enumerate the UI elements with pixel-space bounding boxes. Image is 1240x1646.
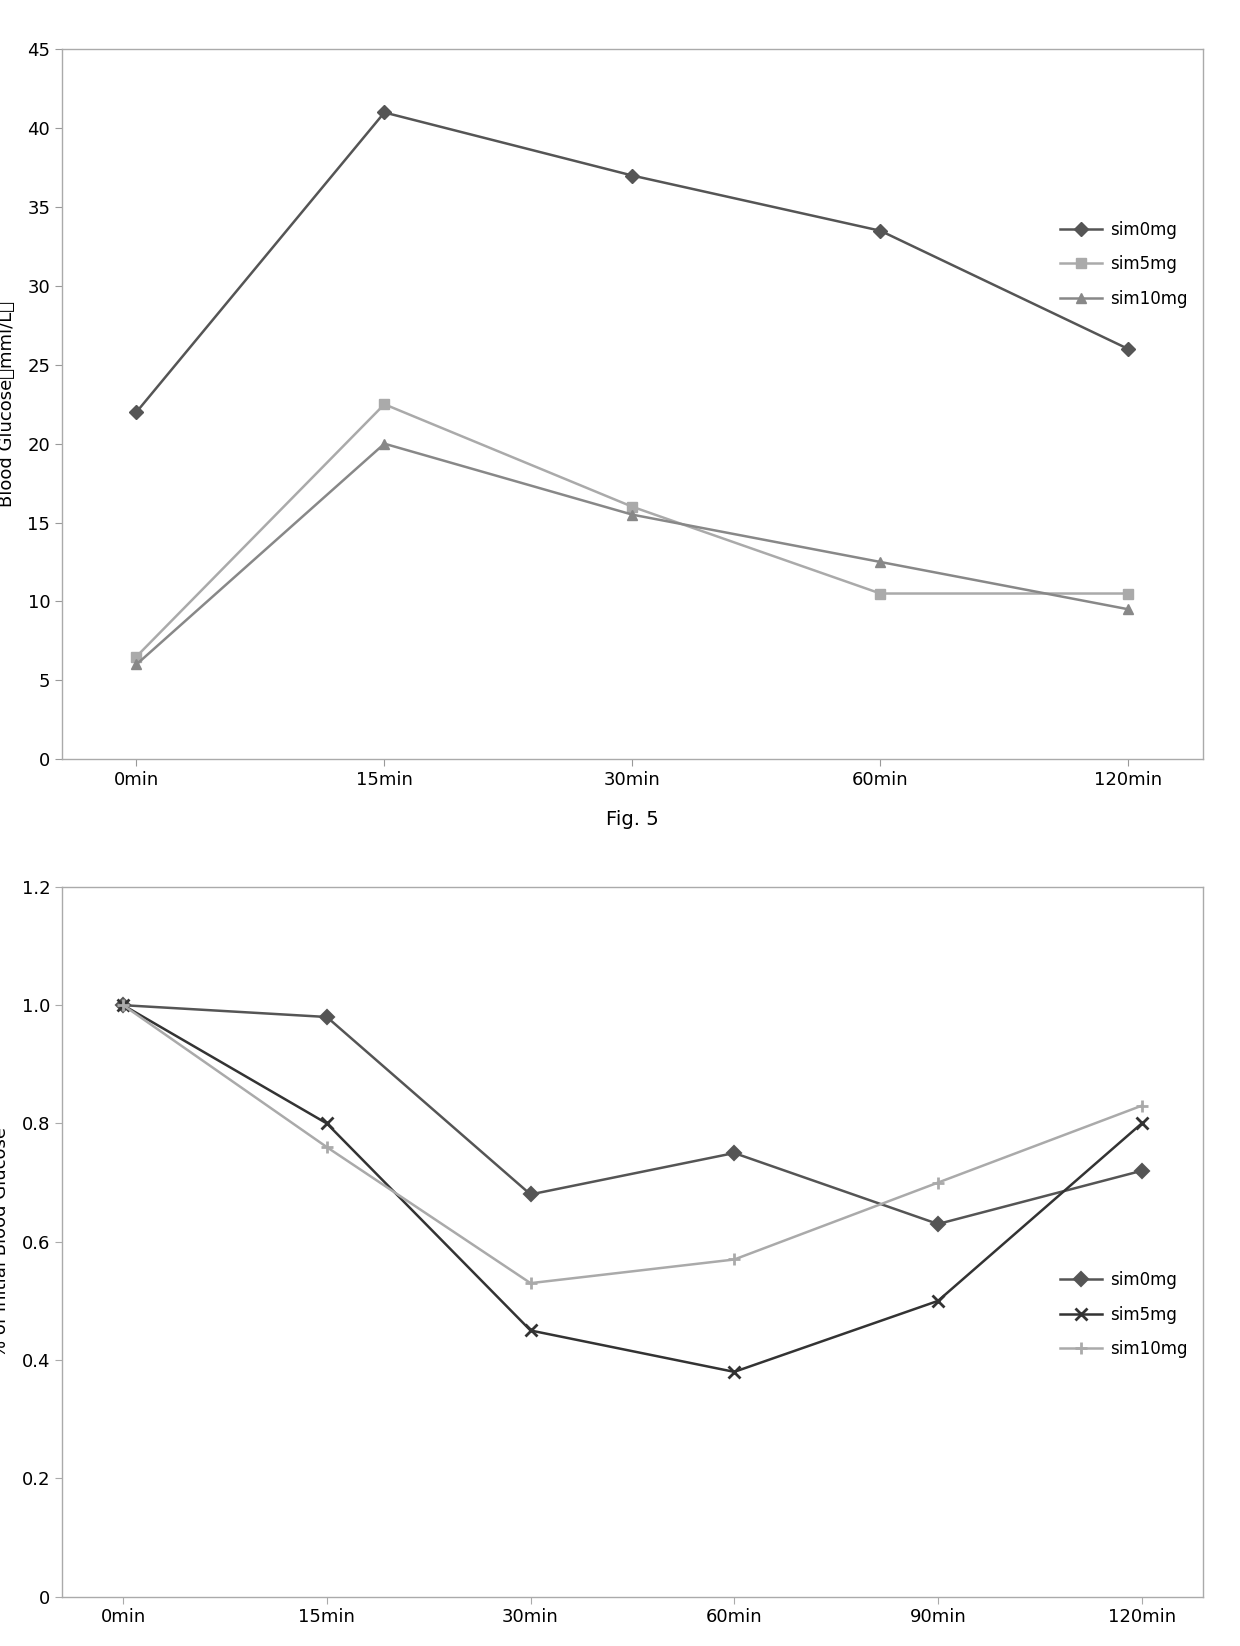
sim0mg <box>129 402 144 421</box>
sim5mg <box>930 1290 945 1310</box>
Y-axis label: Blood Glucose（mml/L）: Blood Glucose（mml/L） <box>0 301 16 507</box>
sim5mg <box>377 395 392 415</box>
sim10mg <box>930 1172 945 1192</box>
sim10mg <box>115 996 130 1016</box>
sim5mg <box>523 1320 538 1340</box>
sim10mg <box>320 1137 335 1157</box>
Line: sim0mg: sim0mg <box>131 107 1133 416</box>
Y-axis label: % of Initial Blood Glucose: % of Initial Blood Glucose <box>0 1128 10 1356</box>
sim10mg <box>129 655 144 675</box>
Line: sim5mg: sim5mg <box>131 400 1133 662</box>
Line: sim0mg: sim0mg <box>118 1001 1147 1230</box>
sim10mg <box>625 505 640 525</box>
sim5mg <box>625 497 640 517</box>
sim0mg <box>115 996 130 1016</box>
Legend: sim0mg, sim5mg, sim10mg: sim0mg, sim5mg, sim10mg <box>1054 1264 1194 1365</box>
X-axis label: Fig. 5: Fig. 5 <box>606 810 658 830</box>
sim0mg <box>873 221 888 240</box>
sim0mg <box>523 1185 538 1205</box>
sim10mg <box>523 1274 538 1294</box>
sim0mg <box>320 1007 335 1027</box>
sim10mg <box>727 1249 742 1269</box>
sim5mg <box>320 1114 335 1134</box>
sim10mg <box>377 435 392 454</box>
sim10mg <box>1121 599 1136 619</box>
sim5mg <box>873 584 888 604</box>
sim0mg <box>1121 339 1136 359</box>
sim5mg <box>727 1361 742 1381</box>
sim10mg <box>1135 1096 1149 1116</box>
sim5mg <box>1135 1114 1149 1134</box>
Line: sim5mg: sim5mg <box>117 999 1148 1378</box>
sim10mg <box>873 551 888 571</box>
sim5mg <box>115 996 130 1016</box>
sim0mg <box>377 102 392 122</box>
sim5mg <box>1121 584 1136 604</box>
sim5mg <box>129 647 144 667</box>
sim0mg <box>1135 1160 1149 1180</box>
sim0mg <box>625 166 640 186</box>
sim0mg <box>930 1215 945 1234</box>
sim0mg <box>727 1144 742 1164</box>
Line: sim10mg: sim10mg <box>117 999 1148 1289</box>
Line: sim10mg: sim10mg <box>131 439 1133 670</box>
Legend: sim0mg, sim5mg, sim10mg: sim0mg, sim5mg, sim10mg <box>1054 214 1194 314</box>
